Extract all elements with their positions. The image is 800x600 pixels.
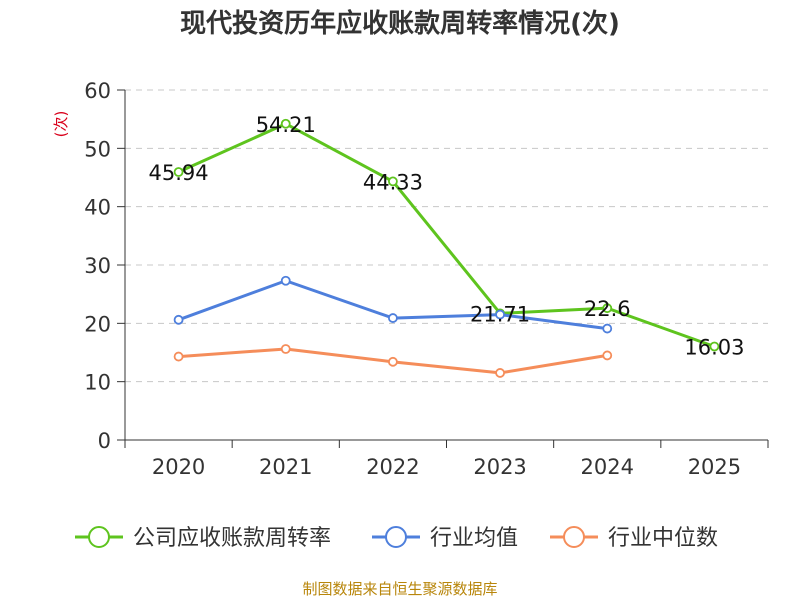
series-line-0 [177,122,715,348]
data-point[interactable] [173,351,184,362]
y-axis-tick-label: 40 [84,196,111,220]
data-label: 16.03 [684,335,744,359]
data-point[interactable] [602,323,613,334]
data-point[interactable] [173,167,184,177]
y-axis-tick-label: 0 [98,429,111,453]
data-label: 22.6 [584,297,631,321]
legend-item-0[interactable]: 公司应收账款周转率 [75,526,331,551]
x-axis-tick-label: 2023 [473,455,526,479]
data-point[interactable] [495,309,505,320]
data-label: 21.71 [470,302,530,326]
gridlines [125,89,768,383]
x-axis-tick-label: 2022 [366,455,419,479]
x-axis-tick-label: 2024 [581,455,634,479]
data-point[interactable] [709,341,720,352]
y-axis-tick-label: 60 [84,79,111,103]
data-label: 54.21 [256,113,316,137]
y-axis-tick-label: 20 [84,312,111,336]
series-lines [173,118,720,378]
x-axis-tick-label: 2025 [688,455,741,479]
legend-label: 公司应收账款周转率 [133,526,331,551]
data-labels: 45.94 54.21 44.33 21.71 22.6 16.03 [149,113,745,360]
x-axis-tick-label: 2020 [152,455,205,479]
data-point[interactable] [388,313,398,323]
data-point[interactable] [280,344,291,354]
y-axis-unit-label: (次) [52,111,70,138]
legend-item-1[interactable]: 行业均值 [372,526,518,551]
chart-title: 现代投资历年应收账款周转率情况(次) [180,8,620,39]
legend-swatch-marker [563,526,585,548]
data-point[interactable] [388,356,398,367]
data-point[interactable] [602,303,613,314]
y-axis-tick-label: 30 [84,254,111,278]
legend-swatch-marker [88,526,110,548]
y-axis-tick-label: 10 [84,371,111,395]
legend-label: 行业均值 [430,526,518,551]
legend[interactable]: 公司应收账款周转率 行业均值 行业中位数 [75,526,718,551]
data-label: 44.33 [363,170,423,194]
data-point[interactable] [280,275,291,286]
data-point[interactable] [495,368,505,378]
data-point[interactable] [602,350,613,361]
data-label: 45.94 [149,161,209,185]
data-point[interactable] [388,176,398,187]
y-axis-tick-label: 50 [84,137,111,161]
data-point[interactable] [173,314,184,325]
legend-item-2[interactable]: 行业中位数 [550,526,718,551]
legend-swatch-marker [385,526,407,548]
data-point[interactable] [280,118,291,129]
x-axis-tick-label: 2021 [259,455,312,479]
legend-label: 行业中位数 [608,526,718,551]
axes: 0 10 20 30 40 50 60 2020 2021 2022 2023 2024 2025 [84,79,769,479]
source-note: 制图数据来自恒生聚源数据库 [302,580,497,598]
